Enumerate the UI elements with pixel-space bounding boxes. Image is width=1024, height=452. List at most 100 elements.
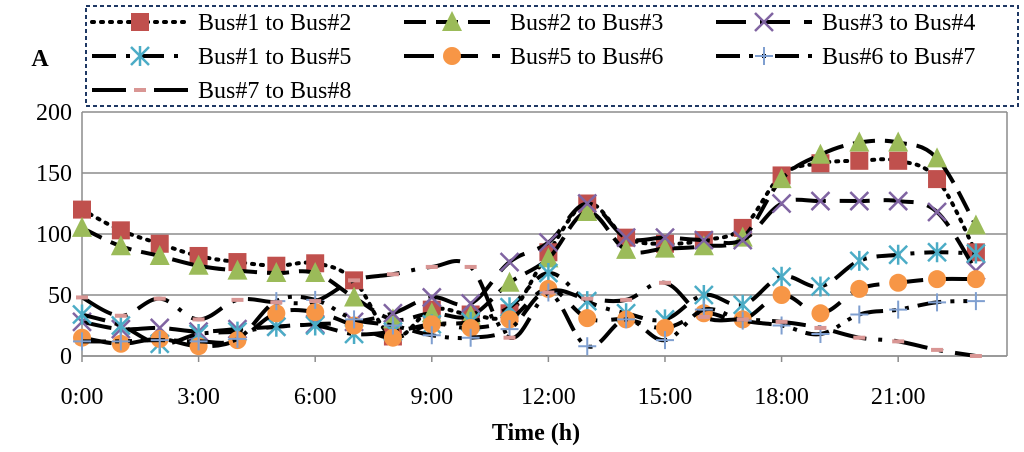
dash-marker bbox=[309, 299, 322, 304]
circle-marker bbox=[889, 273, 908, 292]
dash-marker bbox=[231, 297, 244, 302]
triangle-marker bbox=[654, 237, 675, 258]
square-marker bbox=[889, 151, 908, 170]
plus-marker bbox=[111, 332, 130, 351]
legend-label: Bus#1 to Bus#5 bbox=[198, 44, 351, 70]
square-marker bbox=[850, 151, 869, 170]
legend-item: Bus#1 to Bus#5 bbox=[92, 44, 351, 70]
x-axis-title: Time (h) bbox=[492, 420, 580, 446]
x-marker bbox=[383, 303, 403, 324]
x-marker bbox=[499, 252, 520, 272]
triangle-marker bbox=[110, 235, 131, 256]
y-tick-label: 0 bbox=[60, 344, 72, 370]
plus-marker bbox=[150, 331, 169, 350]
triangle-marker bbox=[693, 235, 714, 256]
asterisk-marker bbox=[130, 46, 150, 66]
asterisk-marker bbox=[927, 242, 947, 263]
plus-marker bbox=[73, 332, 91, 351]
square-marker bbox=[73, 200, 91, 219]
square-marker bbox=[928, 170, 947, 189]
dash-marker bbox=[542, 290, 555, 295]
dash-marker bbox=[153, 296, 166, 301]
legend-item: Bus#1 to Bus#2 bbox=[90, 10, 351, 36]
x-marker bbox=[421, 287, 442, 308]
asterisk-marker bbox=[888, 244, 909, 265]
square-marker bbox=[111, 221, 130, 240]
series-7 bbox=[76, 259, 982, 358]
x-marker bbox=[810, 191, 831, 211]
plus-marker bbox=[617, 310, 636, 329]
triangle-marker bbox=[305, 262, 326, 283]
dash-marker bbox=[192, 317, 205, 322]
triangle-marker bbox=[965, 214, 986, 235]
y-axis-title: A bbox=[31, 46, 49, 72]
dash-marker bbox=[348, 278, 361, 283]
triangle-marker bbox=[266, 262, 287, 283]
y-tick-label: 200 bbox=[36, 100, 72, 126]
x-tick-label: 21:00 bbox=[871, 384, 926, 410]
plus-marker bbox=[383, 316, 402, 335]
dash-marker bbox=[581, 296, 594, 301]
plus-marker bbox=[889, 300, 908, 319]
asterisk-marker bbox=[849, 250, 870, 271]
x-tick-label: 3:00 bbox=[177, 384, 220, 410]
triangle-marker bbox=[927, 147, 948, 168]
triangle-marker bbox=[499, 271, 520, 292]
legend-item: Bus#5 to Bus#6 bbox=[404, 44, 663, 70]
x-marker bbox=[577, 193, 598, 214]
x-marker bbox=[771, 193, 792, 214]
x-marker bbox=[888, 191, 909, 211]
circle-marker bbox=[578, 309, 597, 328]
plus-marker bbox=[461, 328, 480, 347]
x-tick-label: 0:00 bbox=[61, 384, 104, 410]
circle-marker bbox=[772, 286, 791, 304]
dash-marker bbox=[76, 295, 88, 300]
dash-marker bbox=[814, 325, 827, 330]
dash-marker bbox=[969, 354, 982, 358]
x-marker bbox=[616, 227, 637, 248]
legend-item: Bus#3 to Bus#4 bbox=[716, 10, 975, 36]
y-tick-label: 150 bbox=[36, 161, 72, 187]
asterisk-marker bbox=[577, 291, 598, 312]
dash-marker bbox=[114, 313, 127, 318]
x-marker bbox=[460, 293, 481, 314]
legend-label: Bus#7 to Bus#8 bbox=[198, 78, 351, 104]
plus-marker bbox=[772, 316, 791, 335]
legend: Bus#1 to Bus#2 Bus#2 to Bus#3 Bus#3 to Bus… bbox=[85, 5, 1019, 107]
x-marker bbox=[927, 202, 947, 222]
triangle-marker bbox=[577, 201, 598, 222]
triangle-marker bbox=[849, 131, 870, 152]
x-tick-label: 6:00 bbox=[294, 384, 337, 410]
triangle-marker bbox=[888, 131, 909, 152]
plus-marker bbox=[578, 337, 597, 356]
x-tick-label: 15:00 bbox=[638, 384, 693, 410]
triangle-marker bbox=[344, 286, 365, 307]
circle-marker bbox=[267, 304, 286, 323]
asterisk-marker bbox=[966, 243, 986, 264]
legend-item: Bus#6 to Bus#7 bbox=[716, 44, 975, 70]
triangle-marker bbox=[227, 259, 248, 280]
dash-marker bbox=[853, 335, 866, 340]
dash-marker bbox=[775, 319, 788, 324]
asterisk-marker bbox=[771, 266, 792, 287]
dash-marker bbox=[464, 264, 477, 269]
plus-marker bbox=[228, 329, 247, 348]
circle-marker bbox=[811, 304, 830, 323]
plus-marker bbox=[655, 331, 674, 350]
dash-marker bbox=[658, 280, 671, 285]
legend-frame bbox=[85, 5, 1019, 107]
dash-marker bbox=[892, 339, 905, 344]
series-group bbox=[72, 131, 986, 358]
triangle-marker bbox=[538, 247, 559, 268]
x-marker bbox=[849, 191, 870, 211]
circle-marker bbox=[966, 270, 985, 289]
dash-marker bbox=[270, 300, 283, 305]
dash-marker bbox=[697, 314, 710, 319]
triangle-marker bbox=[616, 238, 637, 259]
circle-marker bbox=[306, 303, 325, 322]
legend-label: Bus#2 to Bus#3 bbox=[510, 10, 663, 36]
plus-marker bbox=[345, 310, 364, 329]
dash-marker bbox=[931, 347, 944, 352]
plus-marker bbox=[966, 292, 985, 311]
